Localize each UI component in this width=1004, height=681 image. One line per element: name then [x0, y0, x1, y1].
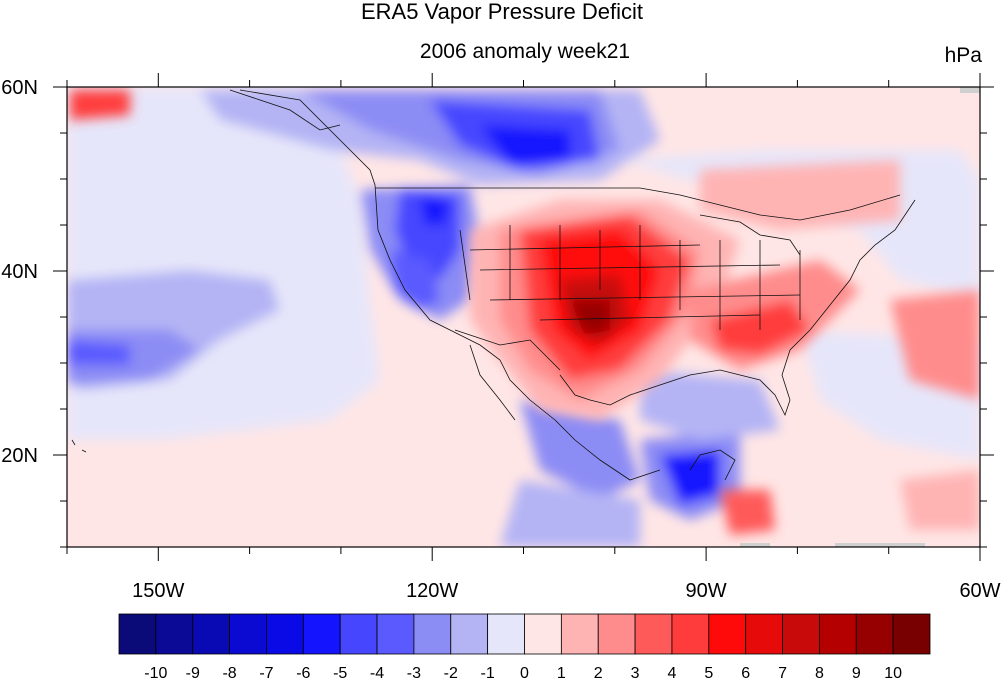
colorbar-swatch	[487, 613, 525, 655]
map-title: ERA5 Vapor Pressure Deficit	[360, 0, 644, 24]
colorbar-label: 6	[741, 665, 750, 681]
colorbar-label: 0	[520, 665, 529, 681]
colorbar-label: -3	[407, 665, 421, 681]
colorbar-swatch	[892, 613, 931, 655]
colorbar	[118, 613, 931, 655]
colorbar-label: 7	[778, 665, 787, 681]
colorbar-swatch	[560, 613, 599, 655]
colorbar-label: 5	[704, 665, 713, 681]
colorbar-label: 4	[668, 665, 677, 681]
axis-ticks	[53, 73, 994, 561]
colorbar-swatch	[192, 613, 230, 655]
colorbar-swatch	[745, 613, 783, 655]
colorbar-label: 8	[815, 665, 824, 681]
colorbar-swatch	[413, 613, 452, 655]
colorbar-labels: -10 -9 -8 -7 -6 -5 -4 -3 -2 -1 0 1 2 3 4 5 6 7 8 9 10	[144, 665, 902, 681]
y-tick-label: 60N	[1, 77, 38, 99]
colorbar-label: -10	[144, 665, 167, 681]
y-tick-label: 40N	[1, 261, 38, 283]
colorbar-swatch	[450, 613, 489, 655]
colorbar-label: 1	[557, 665, 566, 681]
colorbar-swatch	[782, 613, 820, 655]
x-tick-label: 150W	[132, 580, 184, 602]
colorbar-swatch	[524, 613, 562, 655]
colorbar-label: 2	[594, 665, 603, 681]
colorbar-swatch	[597, 613, 636, 655]
colorbar-swatch	[266, 613, 304, 655]
colorbar-swatch	[229, 613, 267, 655]
colorbar-swatch	[118, 613, 157, 655]
colorbar-swatch	[376, 613, 415, 655]
colorbar-label: 10	[884, 665, 902, 681]
colorbar-label: -8	[222, 665, 236, 681]
coastline-layer	[71, 89, 916, 481]
x-tick-label: 60W	[959, 580, 1000, 602]
units-label: hPa	[944, 44, 982, 67]
anomaly-field	[67, 87, 980, 547]
map-subtitle: 2006 anomaly week21	[419, 40, 631, 63]
colorbar-swatch	[819, 613, 857, 655]
colorbar-swatch	[302, 613, 341, 655]
x-tick-label: 90W	[686, 580, 727, 602]
colorbar-label: -4	[370, 665, 384, 681]
colorbar-label: -5	[333, 665, 347, 681]
colorbar-swatch	[155, 613, 194, 655]
x-tick-label: 120W	[406, 580, 458, 602]
axis-labels: 150W 120W 90W 60W 60N 40N 20N	[1, 77, 1000, 602]
colorbar-label: 9	[852, 665, 861, 681]
colorbar-swatch	[855, 613, 894, 655]
colorbar-swatch	[671, 613, 710, 655]
colorbar-label: 3	[631, 665, 640, 681]
colorbar-label: -6	[296, 665, 310, 681]
colorbar-label: -9	[186, 665, 200, 681]
colorbar-label: -2	[444, 665, 458, 681]
colorbar-label: -1	[481, 665, 495, 681]
colorbar-swatch	[339, 613, 378, 655]
colorbar-label: -7	[259, 665, 273, 681]
y-tick-label: 20N	[1, 445, 38, 467]
colorbar-swatch	[708, 613, 747, 655]
colorbar-swatch	[634, 613, 673, 655]
